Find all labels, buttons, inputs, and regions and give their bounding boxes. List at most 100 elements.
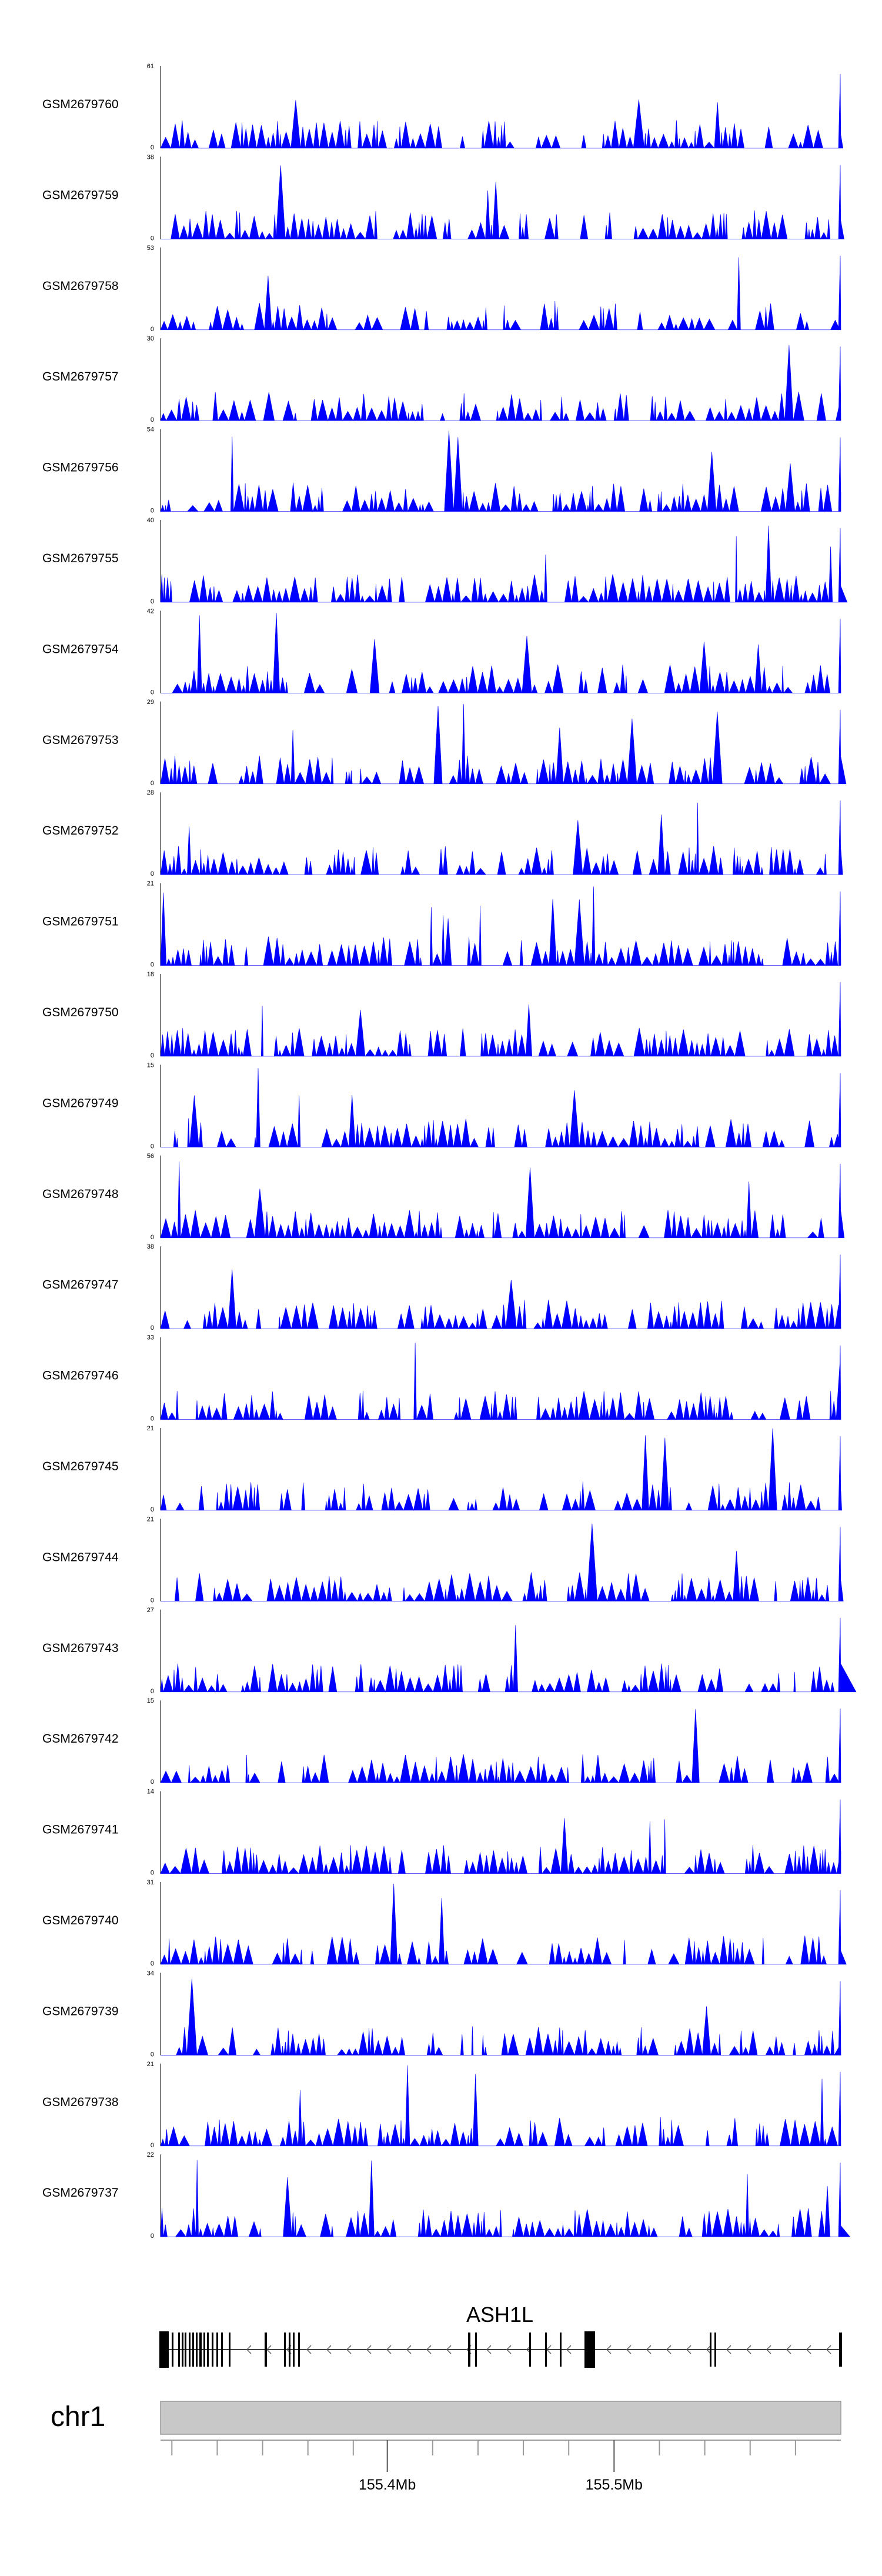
coverage-track: GSM2679737 22 0 <box>42 2151 851 2240</box>
coverage-track: GSM2679740 31 0 <box>42 1879 847 1967</box>
gene-label: ASH1L <box>466 2303 533 2327</box>
exon <box>216 2333 218 2367</box>
coverage-track: GSM2679748 56 0 <box>42 1153 845 1241</box>
coverage-track: GSM2679741 14 0 <box>42 1788 841 1877</box>
coverage-track: GSM2679744 21 0 <box>42 1516 844 1604</box>
ymax-label: 34 <box>147 1970 154 1977</box>
genomic-axis: 155.4Mb 155.5Mb <box>161 2440 841 2493</box>
exon <box>265 2333 267 2367</box>
track-label: GSM2679751 <box>42 915 119 929</box>
track-label: GSM2679740 <box>42 1914 119 1927</box>
track-label: GSM2679757 <box>42 370 119 383</box>
tick-label: 155.5Mb <box>586 2477 643 2493</box>
ymax-label: 31 <box>147 1879 154 1886</box>
coverage-area <box>161 1523 844 1602</box>
exon <box>298 2333 300 2367</box>
exon <box>203 2333 205 2367</box>
coverage-track: GSM2679749 15 0 <box>42 1062 841 1150</box>
ymin-label: 0 <box>151 1870 154 1877</box>
coverage-area <box>160 74 844 149</box>
ymin-label: 0 <box>151 598 154 605</box>
coverage-track: GSM2679756 54 0 <box>42 426 841 515</box>
coverage-area <box>160 1709 841 1784</box>
ymax-label: 30 <box>147 335 154 342</box>
coverage-track: GSM2679757 30 0 <box>42 335 841 423</box>
ymax-label: 28 <box>147 789 154 796</box>
exon <box>289 2333 290 2367</box>
track-label: GSM2679746 <box>42 1369 119 1383</box>
exon <box>207 2333 209 2367</box>
exon <box>178 2333 180 2367</box>
track-label: GSM2679759 <box>42 188 119 202</box>
strand-arrow <box>646 2345 652 2354</box>
coverage-area <box>160 2065 841 2147</box>
strand-arrow <box>706 2345 711 2354</box>
strand-arrow <box>326 2345 332 2354</box>
ymax-label: 56 <box>147 1153 154 1160</box>
ymax-label: 15 <box>147 1697 154 1704</box>
coverage-area <box>160 1799 841 1874</box>
ymax-label: 42 <box>147 608 154 615</box>
exon <box>710 2333 711 2367</box>
coverage-area <box>160 1884 847 1966</box>
exon <box>185 2333 186 2367</box>
ymin-label: 0 <box>151 1052 154 1059</box>
coverage-area <box>160 704 847 785</box>
coverage-track: GSM2679758 53 0 <box>42 245 841 333</box>
exon <box>584 2331 595 2368</box>
strand-arrow <box>346 2345 352 2354</box>
ymax-label: 54 <box>147 426 154 433</box>
track-label: GSM2679748 <box>42 1187 119 1201</box>
coverage-track: GSM2679747 38 0 <box>42 1243 841 1332</box>
exon <box>545 2333 547 2367</box>
coverage-track: GSM2679751 21 0 <box>42 880 841 969</box>
track-label: GSM2679744 <box>42 1550 119 1564</box>
track-label: GSM2679752 <box>42 824 119 837</box>
track-label: GSM2679737 <box>42 2186 119 2200</box>
ymin-label: 0 <box>151 416 154 423</box>
coverage-track: GSM2679753 29 0 <box>42 699 847 787</box>
exon <box>229 2333 230 2367</box>
strand-arrow <box>606 2345 612 2354</box>
coverage-track: GSM2679746 33 0 <box>42 1334 841 1423</box>
strand-arrow <box>686 2345 691 2354</box>
ymax-label: 21 <box>147 1425 154 1432</box>
exon <box>714 2333 716 2367</box>
chromosome-band <box>160 2401 841 2435</box>
coverage-track: GSM2679752 28 0 <box>42 789 843 877</box>
ymin-label: 0 <box>151 326 154 333</box>
strand-arrow <box>446 2345 452 2354</box>
strand-arrow <box>826 2345 831 2354</box>
strand-arrow <box>726 2345 731 2354</box>
coverage-area <box>161 1068 841 1148</box>
coverage-area <box>160 886 841 966</box>
coverage-track: GSM2679759 38 0 <box>42 154 844 242</box>
track-label: GSM2679743 <box>42 1641 119 1655</box>
ymin-label: 0 <box>151 508 154 515</box>
coverage-area <box>160 255 841 331</box>
coverage-area <box>160 2160 851 2238</box>
coverage-track: GSM2679738 21 0 <box>42 2061 841 2149</box>
ymax-label: 21 <box>147 2061 154 2068</box>
strand-arrow <box>666 2345 671 2354</box>
ymin-label: 0 <box>151 1506 154 1513</box>
ymax-label: 21 <box>147 880 154 887</box>
ymax-label: 61 <box>147 63 154 70</box>
track-label: GSM2679747 <box>42 1278 119 1292</box>
ymin-label: 0 <box>151 870 154 877</box>
strand-arrow <box>566 2345 572 2354</box>
coverage-area <box>160 800 843 876</box>
ymax-label: 38 <box>147 1243 154 1250</box>
ymax-label: 27 <box>147 1607 154 1614</box>
track-label: GSM2679755 <box>42 552 119 565</box>
ymin-label: 0 <box>151 1597 154 1604</box>
strand-arrow <box>746 2345 751 2354</box>
coverage-area <box>160 1161 845 1239</box>
strand-arrow <box>426 2345 432 2354</box>
coverage-area <box>160 431 841 512</box>
coverage-area <box>160 982 841 1057</box>
coverage-track: GSM2679743 27 0 <box>42 1607 857 1695</box>
ymin-label: 0 <box>151 780 154 787</box>
ymin-label: 0 <box>151 1234 154 1241</box>
